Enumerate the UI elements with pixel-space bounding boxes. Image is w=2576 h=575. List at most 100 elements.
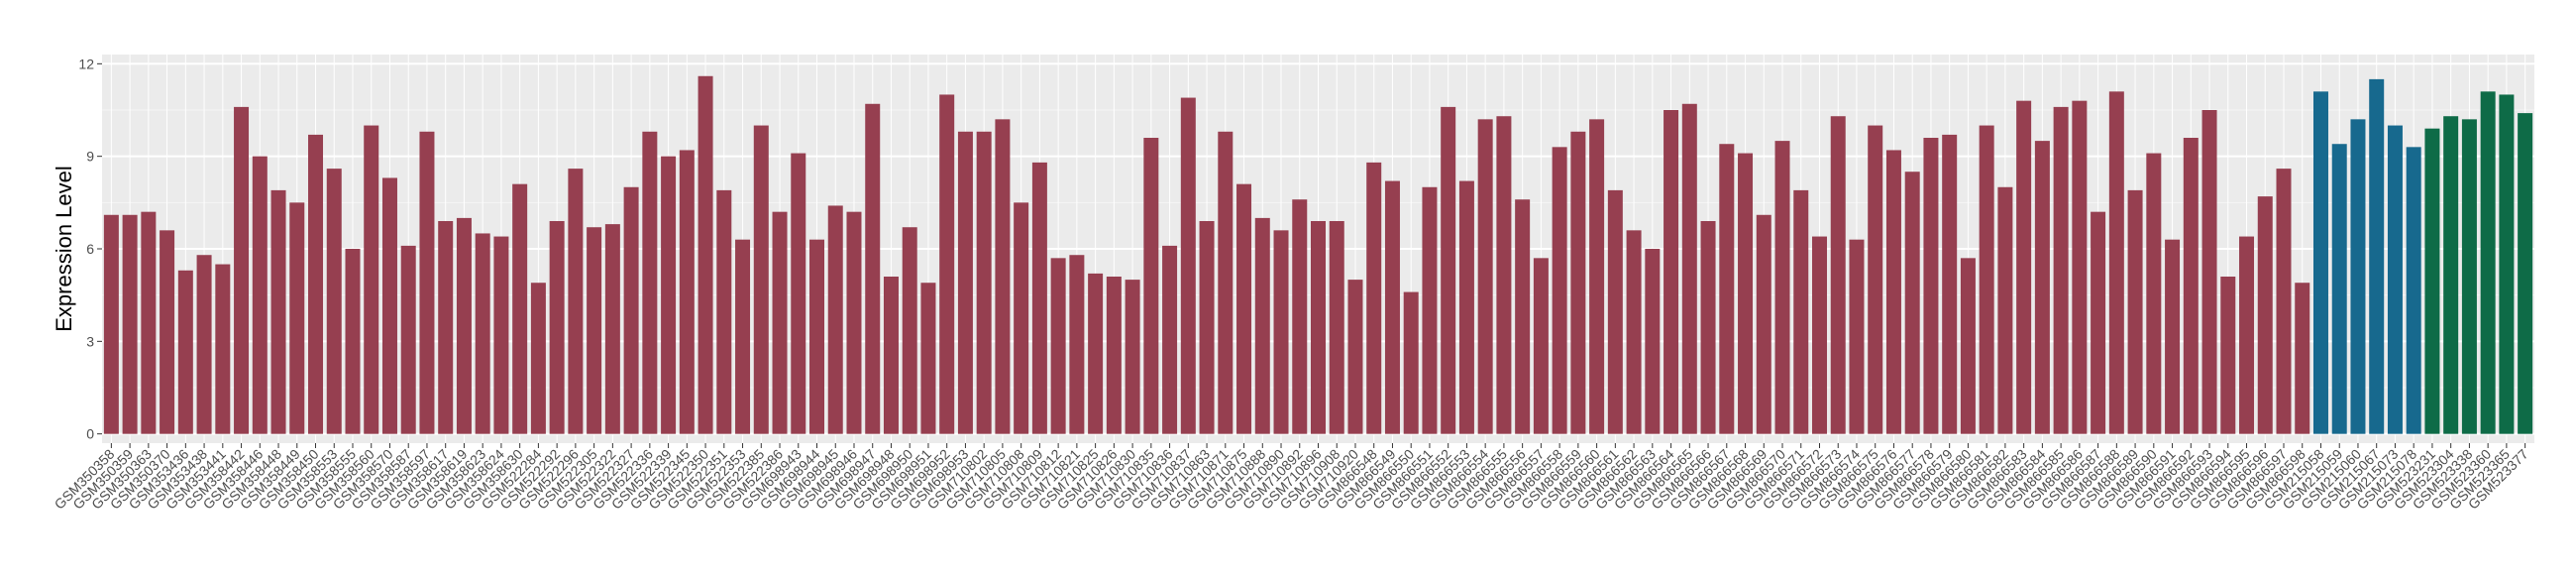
- bar: [2387, 125, 2403, 434]
- bar: [2331, 144, 2347, 434]
- bar: [1774, 141, 1790, 434]
- bar: [1552, 147, 1567, 434]
- bar: [957, 131, 973, 434]
- bar: [215, 264, 231, 434]
- bar: [1719, 144, 1735, 434]
- bar: [1366, 162, 1382, 434]
- bar: [1793, 189, 1809, 434]
- bar: [2295, 283, 2310, 434]
- bar: [2183, 138, 2199, 434]
- bar: [698, 75, 713, 434]
- bar: [2443, 116, 2459, 434]
- bar: [419, 131, 435, 434]
- bar: [1496, 116, 1512, 434]
- bar: [753, 125, 769, 434]
- bar: [716, 189, 732, 434]
- bar: [1014, 202, 1029, 434]
- bar: [2499, 94, 2515, 434]
- bar: [1218, 131, 1234, 434]
- y-tick-label: 3: [86, 333, 94, 349]
- bar: [1050, 258, 1066, 434]
- y-tick-label: 6: [86, 241, 94, 257]
- bar: [252, 156, 268, 434]
- bar: [976, 131, 992, 434]
- bar: [1979, 125, 1994, 434]
- bar: [2461, 119, 2477, 434]
- bar: [1904, 172, 1920, 434]
- bar: [1143, 138, 1159, 434]
- bar: [1088, 273, 1104, 434]
- bar: [160, 230, 175, 434]
- bar: [772, 211, 788, 434]
- bar: [364, 125, 379, 434]
- bar: [1162, 245, 1178, 434]
- bar: [827, 205, 843, 434]
- bar: [809, 239, 825, 434]
- bar: [902, 227, 917, 434]
- bar: [2146, 153, 2162, 434]
- bar: [475, 233, 490, 434]
- bar: [2257, 196, 2273, 434]
- bar: [1997, 186, 2013, 434]
- bar: [995, 119, 1011, 434]
- bar: [1811, 236, 1827, 434]
- bar: [2312, 91, 2328, 434]
- bar: [2276, 169, 2292, 434]
- bar: [1756, 214, 1771, 434]
- bar: [2127, 189, 2143, 434]
- bar: [512, 183, 528, 434]
- bar: [1347, 280, 1363, 434]
- bar: [1329, 221, 1344, 434]
- bar: [1441, 106, 1456, 434]
- bar: [1681, 103, 1697, 434]
- bar: [1384, 180, 1400, 434]
- bar: [642, 131, 658, 434]
- bar: [1254, 217, 1270, 434]
- bar: [1942, 134, 1958, 434]
- bar: [326, 169, 342, 434]
- bar: [939, 94, 955, 434]
- bar: [1738, 153, 1754, 434]
- bar: [103, 214, 119, 434]
- bar: [1180, 97, 1196, 434]
- bar: [1311, 221, 1326, 434]
- bar: [1125, 280, 1140, 434]
- y-tick-label: 0: [86, 426, 94, 442]
- bar: [2239, 236, 2255, 434]
- bar: [1885, 150, 1901, 434]
- bar: [1570, 131, 1586, 434]
- bar: [661, 156, 677, 434]
- bar: [1645, 249, 1661, 434]
- bar: [1069, 255, 1085, 434]
- bar: [2053, 106, 2069, 434]
- bar: [1515, 199, 1531, 434]
- bar: [1031, 162, 1047, 434]
- bar: [1199, 221, 1215, 434]
- bar: [2350, 119, 2366, 434]
- bar: [381, 177, 397, 434]
- bar: [177, 270, 193, 434]
- bar: [2165, 239, 2181, 434]
- bar: [493, 236, 509, 434]
- bar: [1533, 258, 1549, 434]
- bar: [234, 106, 250, 434]
- bar: [623, 186, 639, 434]
- bar: [2518, 113, 2533, 434]
- bar: [1607, 189, 1623, 434]
- y-tick-label: 12: [78, 56, 94, 71]
- bar: [1477, 119, 1493, 434]
- bar: [2220, 277, 2236, 434]
- bar: [530, 283, 546, 434]
- bar: [456, 217, 472, 434]
- bar: [587, 227, 602, 434]
- bar: [308, 134, 324, 434]
- y-axis-label: Expression Level: [52, 166, 76, 332]
- bar: [2016, 100, 2032, 434]
- bar: [1664, 110, 1679, 434]
- bar: [2201, 110, 2217, 434]
- bar: [865, 103, 881, 434]
- bar: [1868, 125, 1883, 434]
- bar: [568, 169, 584, 434]
- bar: [122, 214, 138, 434]
